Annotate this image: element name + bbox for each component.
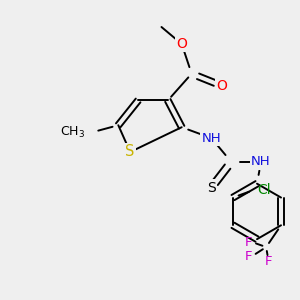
Text: F: F: [264, 256, 272, 268]
Text: S: S: [207, 181, 216, 195]
Text: NH: NH: [202, 132, 221, 145]
Text: Cl: Cl: [257, 183, 270, 196]
Text: O: O: [216, 79, 227, 93]
Text: O: O: [176, 37, 187, 51]
Text: F: F: [244, 236, 252, 249]
Text: NH: NH: [251, 155, 271, 168]
Text: S: S: [125, 145, 135, 160]
Text: F: F: [244, 250, 252, 263]
Text: CH$_3$: CH$_3$: [61, 124, 85, 140]
